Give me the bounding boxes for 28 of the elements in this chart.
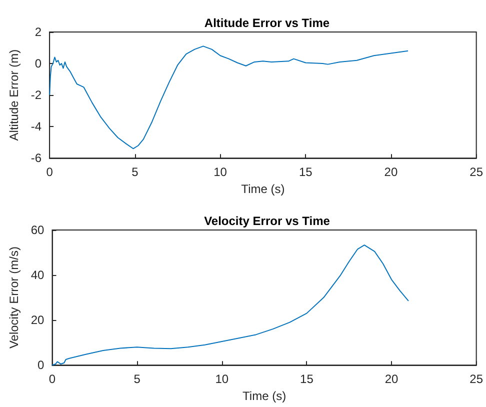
x-tick-label: 0: [48, 372, 56, 386]
x-tick-label: 10: [215, 372, 229, 386]
x-tick-label: 25: [470, 165, 484, 180]
y-tick-label: 40: [30, 268, 45, 282]
y-tick-label: -6: [30, 151, 42, 166]
y-tick-label: 0: [38, 358, 45, 372]
x-tick-label: 20: [384, 372, 399, 386]
y-tick-label: 60: [30, 223, 45, 237]
chart-title: Altitude Error vs Time: [204, 16, 330, 30]
x-tick-label: 15: [300, 372, 314, 386]
y-tick-label: -2: [30, 88, 42, 102]
x-tick-label: 20: [384, 165, 398, 180]
x-tick-label: 5: [134, 372, 141, 386]
x-axis-title: Time (s): [241, 182, 285, 196]
chart-title: Velocity Error vs Time: [204, 214, 330, 228]
x-axis-title: Time (s): [242, 389, 286, 403]
x-tick-label: 5: [132, 165, 139, 180]
y-axis-title: Altitude Error (m): [7, 49, 21, 141]
x-tick-label: 25: [470, 372, 484, 386]
line-series: [49, 46, 409, 150]
y-tick-label: -4: [30, 120, 42, 134]
x-tick-label: 15: [298, 165, 313, 180]
x-tick-label: 10: [214, 165, 228, 180]
y-tick-label: 2: [34, 25, 42, 39]
y-tick-label: 20: [30, 313, 45, 328]
y-tick-label: 0: [34, 56, 42, 71]
line-series: [52, 244, 409, 366]
y-axis-title: Velocity Error (m/s): [7, 246, 21, 349]
